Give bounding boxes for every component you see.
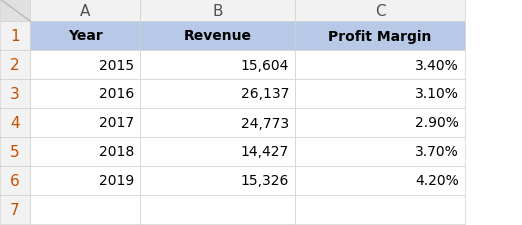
Text: 1: 1 bbox=[10, 29, 20, 44]
Bar bbox=[295, 22, 465, 51]
Text: 4.20%: 4.20% bbox=[415, 174, 459, 188]
Bar bbox=[140, 166, 295, 195]
Bar bbox=[30, 137, 140, 166]
Bar bbox=[140, 108, 295, 137]
Bar bbox=[0, 137, 30, 166]
Text: A: A bbox=[80, 3, 90, 18]
Bar bbox=[30, 108, 140, 137]
Text: 6: 6 bbox=[10, 173, 20, 188]
Bar bbox=[0, 80, 30, 108]
Bar bbox=[295, 195, 465, 224]
Bar bbox=[140, 195, 295, 224]
Bar bbox=[295, 80, 465, 108]
Text: 26,137: 26,137 bbox=[241, 87, 289, 101]
Text: 15,604: 15,604 bbox=[241, 58, 289, 72]
Bar bbox=[295, 166, 465, 195]
Bar bbox=[0, 51, 30, 80]
Text: 7: 7 bbox=[10, 202, 20, 217]
Bar bbox=[30, 195, 140, 224]
Bar bbox=[140, 137, 295, 166]
Text: Revenue: Revenue bbox=[184, 29, 252, 43]
Bar bbox=[295, 108, 465, 137]
Text: 15,326: 15,326 bbox=[241, 174, 289, 188]
Text: 2019: 2019 bbox=[99, 174, 134, 188]
Text: 2: 2 bbox=[10, 58, 20, 73]
Text: 2018: 2018 bbox=[99, 145, 134, 159]
Bar bbox=[30, 51, 140, 80]
Text: Profit Margin: Profit Margin bbox=[328, 29, 432, 43]
Text: 3: 3 bbox=[10, 87, 20, 101]
Bar bbox=[30, 80, 140, 108]
Bar bbox=[30, 166, 140, 195]
Bar bbox=[0, 108, 30, 137]
Bar bbox=[0, 166, 30, 195]
Text: 2015: 2015 bbox=[99, 58, 134, 72]
Bar bbox=[0, 0, 30, 22]
Bar bbox=[30, 0, 140, 22]
Bar bbox=[0, 22, 30, 51]
Bar bbox=[140, 22, 295, 51]
Text: C: C bbox=[375, 3, 385, 18]
Text: B: B bbox=[212, 3, 223, 18]
Bar bbox=[140, 80, 295, 108]
Text: 24,773: 24,773 bbox=[241, 116, 289, 130]
Text: 3.40%: 3.40% bbox=[415, 58, 459, 72]
Bar bbox=[140, 51, 295, 80]
Text: 3.10%: 3.10% bbox=[415, 87, 459, 101]
Bar bbox=[295, 137, 465, 166]
Text: 2016: 2016 bbox=[99, 87, 134, 101]
Text: 4: 4 bbox=[10, 115, 20, 130]
Text: 5: 5 bbox=[10, 144, 20, 159]
Text: 3.70%: 3.70% bbox=[415, 145, 459, 159]
Bar bbox=[30, 22, 140, 51]
Bar bbox=[295, 0, 465, 22]
Text: Year: Year bbox=[68, 29, 102, 43]
Text: 2017: 2017 bbox=[99, 116, 134, 130]
Bar bbox=[0, 195, 30, 224]
Bar bbox=[295, 51, 465, 80]
Bar bbox=[140, 0, 295, 22]
Text: 2.90%: 2.90% bbox=[415, 116, 459, 130]
Text: 14,427: 14,427 bbox=[241, 145, 289, 159]
